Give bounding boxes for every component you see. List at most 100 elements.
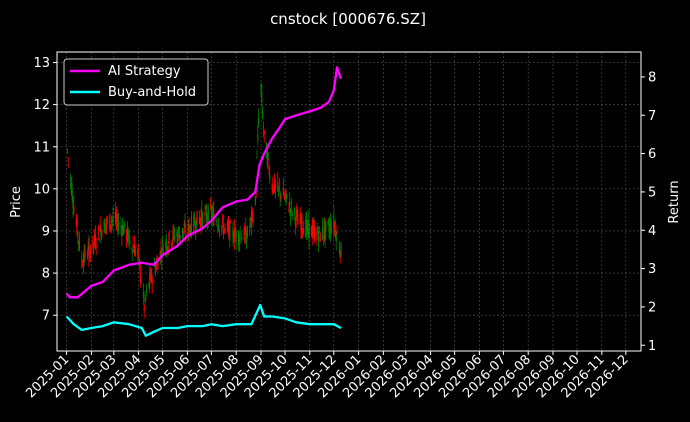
candle-body: [89, 248, 91, 259]
candle-body: [280, 196, 282, 199]
candle-body: [188, 223, 190, 236]
candle-body: [171, 240, 173, 245]
candle-body: [170, 244, 172, 246]
candle-body: [92, 236, 94, 250]
candle-body: [317, 226, 319, 235]
candle-body: [166, 241, 168, 251]
candle-body: [114, 211, 116, 221]
candle-body: [325, 221, 327, 232]
candle-body: [82, 260, 84, 267]
candle-body: [262, 125, 264, 128]
candle-body: [310, 226, 312, 237]
candle-body: [257, 133, 259, 141]
candle-body: [336, 231, 338, 234]
candle-body: [150, 269, 152, 281]
candle-body: [269, 174, 271, 180]
candle-body: [290, 202, 292, 204]
grid-lines: [57, 52, 641, 351]
right-tick-label: 1: [648, 339, 656, 354]
candle-body: [222, 218, 224, 221]
candle-body: [328, 227, 330, 232]
candle-body: [262, 110, 264, 118]
candle-body: [221, 225, 223, 230]
candle-body: [106, 219, 108, 221]
candle-body: [194, 228, 196, 232]
candle-body: [212, 209, 214, 212]
candle-body: [258, 117, 260, 125]
candle-body: [78, 236, 80, 249]
candle-body: [283, 195, 285, 199]
candle-body: [291, 211, 293, 216]
candle-body: [261, 92, 263, 103]
candle-body: [318, 226, 320, 229]
candle-body: [166, 247, 168, 252]
candle-body: [256, 157, 258, 158]
candle-body: [229, 222, 231, 241]
candle-body: [215, 220, 217, 221]
candle-body: [202, 213, 204, 227]
candle-body: [134, 249, 136, 255]
candle-body: [120, 226, 122, 228]
candle-body: [67, 157, 69, 159]
candle-body: [211, 213, 213, 219]
candle-body: [139, 266, 141, 278]
candle-body: [148, 283, 150, 288]
candle-body: [82, 264, 84, 267]
candle-body: [122, 225, 124, 235]
candle-body: [206, 212, 208, 220]
candle-body: [233, 239, 235, 242]
candle-body: [311, 226, 313, 239]
candle-body: [250, 217, 252, 220]
candle-body: [81, 258, 83, 263]
candle-body: [308, 223, 310, 240]
candle-body: [104, 222, 106, 233]
candle-body: [178, 234, 180, 241]
candle-body: [198, 216, 200, 224]
candle-body: [106, 219, 108, 225]
right-tick-label: 6: [648, 147, 656, 162]
candle-body: [272, 190, 274, 192]
candle-body: [252, 217, 254, 224]
candle-body: [154, 267, 156, 274]
candle-body: [129, 240, 131, 245]
candle-body: [193, 215, 195, 229]
left-tick-label: 13: [33, 56, 50, 71]
candle-body: [294, 219, 296, 226]
right-tick-label: 4: [648, 224, 656, 239]
candle-body: [121, 229, 123, 236]
candle-body: [183, 228, 185, 234]
candle-body: [278, 187, 280, 189]
candle-body: [118, 220, 120, 226]
candle-body: [95, 245, 97, 248]
candle-body: [144, 294, 146, 302]
candle-body: [84, 249, 86, 258]
candle-body: [226, 222, 228, 226]
candle-body: [234, 234, 236, 236]
candle-body: [165, 241, 167, 247]
left-tick-label: 11: [33, 140, 50, 155]
left-y-axis: 7 8 9 10 11 12 13: [33, 56, 57, 324]
candle-body: [251, 209, 253, 215]
candle-body: [246, 227, 248, 237]
candle-body: [75, 221, 77, 224]
candle-body: [224, 225, 226, 227]
candle-body: [94, 234, 96, 248]
candle-body: [210, 205, 212, 209]
candle-body: [322, 236, 324, 239]
candle-body: [282, 188, 284, 196]
candle-body: [240, 239, 242, 243]
candle-body: [284, 194, 286, 198]
candle-body: [239, 234, 241, 235]
candle-body: [123, 221, 125, 230]
candle-body: [117, 223, 119, 231]
candle-body: [277, 181, 279, 191]
candle-body: [295, 212, 297, 219]
candle-body: [76, 218, 78, 234]
candle-body: [182, 228, 184, 236]
left-tick-label: 9: [42, 224, 50, 239]
return-lines: [65, 66, 343, 337]
candle-body: [127, 230, 129, 244]
candle-body: [241, 237, 243, 240]
candle-body: [227, 225, 229, 229]
candle-body: [254, 198, 256, 205]
